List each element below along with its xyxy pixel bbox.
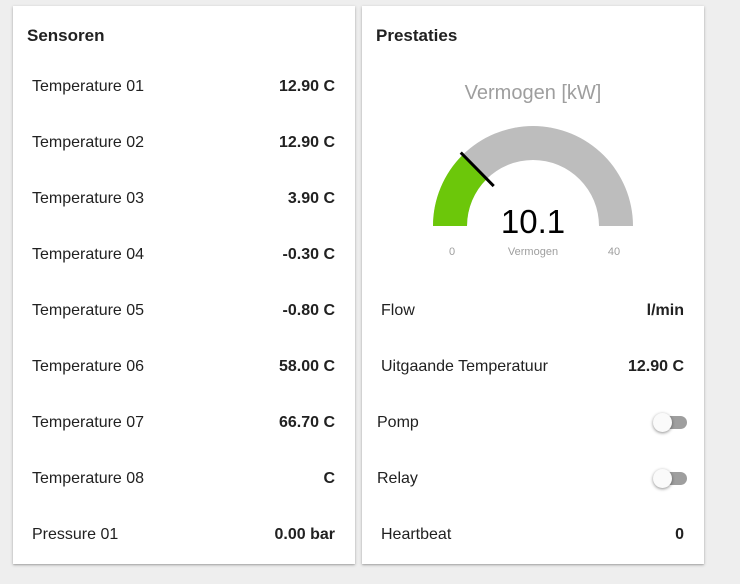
gauge-value: 10.1 — [501, 203, 565, 240]
sensor-label: Temperature 04 — [32, 246, 145, 263]
sensor-row-temperature-05: Temperature 05 -0.80 C — [13, 296, 355, 326]
prestaties-card: Prestaties Vermogen [kW] 10.1 0 Vermogen… — [362, 6, 704, 564]
sensor-label: Temperature 08 — [32, 470, 145, 487]
sensor-value: -0.80 C — [282, 302, 335, 319]
pomp-toggle-knob — [653, 413, 672, 432]
gauge-title: Vermogen [kW] — [464, 82, 602, 104]
sensor-label: Temperature 05 — [32, 302, 145, 319]
sensor-row-temperature-01: Temperature 01 12.90 C — [13, 72, 355, 102]
gauge-max-label: 40 — [608, 246, 620, 258]
relay-toggle[interactable] — [653, 469, 689, 489]
relay-row: Relay — [362, 464, 704, 494]
sensor-label: Temperature 03 — [32, 190, 145, 207]
gauge-label: Vermogen — [508, 246, 558, 258]
sensor-value: C — [323, 470, 335, 487]
sensor-row-pressure-01: Pressure 01 0.00 bar — [13, 520, 355, 550]
sensor-label: Pressure 01 — [32, 526, 119, 543]
heartbeat-label: Heartbeat — [381, 526, 452, 543]
pomp-toggle[interactable] — [653, 413, 689, 433]
gauge-min-label: 0 — [449, 246, 455, 258]
uitgaande-temperatuur-value: 12.90 C — [627, 358, 684, 375]
uitgaande-temperatuur-label: Uitgaande Temperatuur — [381, 358, 548, 375]
sensor-value: 12.90 C — [278, 78, 335, 95]
flow-value: l/min — [646, 302, 684, 319]
sensor-row-temperature-04: Temperature 04 -0.30 C — [13, 240, 355, 270]
sensor-value: 12.90 C — [278, 134, 335, 151]
relay-toggle-knob — [653, 469, 672, 488]
sensor-row-temperature-08: Temperature 08 C — [13, 464, 355, 494]
sensor-value: 0.00 bar — [274, 526, 335, 543]
pomp-label: Pomp — [377, 414, 419, 431]
gauge-fill — [433, 154, 487, 226]
sensor-row-temperature-06: Temperature 06 58.00 C — [13, 352, 355, 382]
sensor-value: 3.90 C — [287, 190, 335, 207]
sensor-label: Temperature 06 — [32, 358, 145, 375]
sensor-label: Temperature 01 — [32, 78, 145, 95]
sensor-row-temperature-02: Temperature 02 12.90 C — [13, 128, 355, 158]
gauge-track — [433, 126, 633, 226]
vermogen-gauge: 10.1 0 Vermogen 40 — [433, 126, 633, 258]
sensor-row-temperature-07: Temperature 07 66.70 C — [13, 408, 355, 438]
heartbeat-row: Heartbeat 0 — [362, 520, 704, 550]
pomp-row: Pomp — [362, 408, 704, 438]
sensor-label: Temperature 02 — [32, 134, 145, 151]
uitgaande-temperatuur-row: Uitgaande Temperatuur 12.90 C — [362, 352, 704, 382]
flow-row: Flow l/min — [362, 296, 704, 326]
sensoren-title: Sensoren — [27, 26, 105, 45]
sensor-value: -0.30 C — [282, 246, 335, 263]
sensor-label: Temperature 07 — [32, 414, 145, 431]
sensor-value: 66.70 C — [278, 414, 335, 431]
gauge-needle — [459, 151, 495, 188]
relay-label: Relay — [377, 470, 418, 487]
flow-label: Flow — [381, 302, 415, 319]
sensor-row-temperature-03: Temperature 03 3.90 C — [13, 184, 355, 214]
sensor-value: 58.00 C — [278, 358, 335, 375]
heartbeat-value: 0 — [675, 526, 684, 543]
sensoren-card: Sensoren Temperature 01 12.90 C Temperat… — [13, 6, 355, 564]
prestaties-title: Prestaties — [376, 26, 458, 45]
